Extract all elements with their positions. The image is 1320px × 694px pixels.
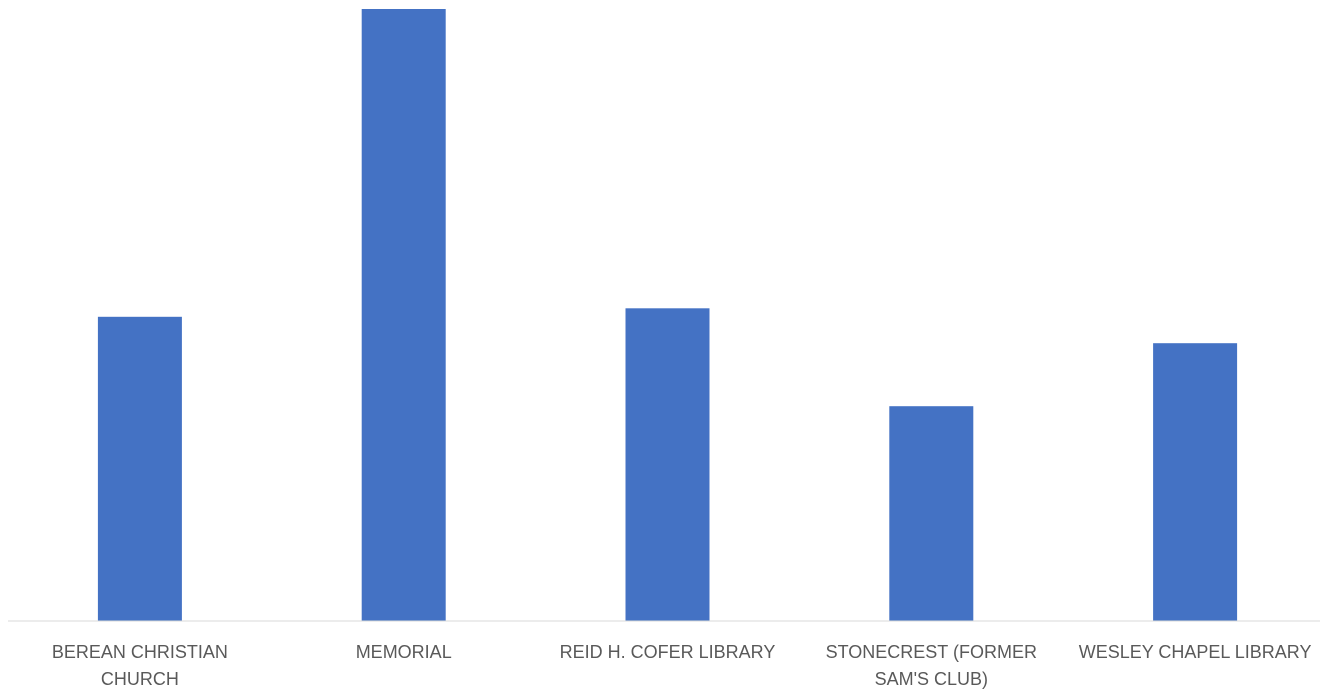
category-label-1: BEREAN CHRISTIAN CHURCH: [52, 642, 228, 689]
category-label-line: MEMORIAL: [356, 642, 452, 662]
category-label-4: STONECREST (FORMER SAM'S CLUB): [826, 642, 1037, 689]
bar-5: [1153, 343, 1238, 621]
category-label-2: MEMORIAL: [356, 642, 452, 662]
category-labels-group: BEREAN CHRISTIAN CHURCH MEMORIAL REID H. CO…: [52, 642, 1312, 689]
bar-2: [361, 9, 446, 621]
category-label-5: WESLEY CHAPEL LIBRARY: [1079, 642, 1312, 662]
bar-3: [625, 308, 710, 621]
category-label-line: STONECREST (FORMER: [826, 642, 1037, 662]
category-label-line: REID H. COFER LIBRARY: [560, 642, 776, 662]
bars-group: [97, 9, 1238, 621]
bar-4: [889, 406, 974, 621]
bar-1: [97, 316, 182, 621]
category-label-line: BEREAN CHRISTIAN: [52, 642, 228, 662]
category-label-line: SAM'S CLUB): [875, 669, 988, 689]
category-label-3: REID H. COFER LIBRARY: [560, 642, 776, 662]
category-label-line: CHURCH: [101, 669, 179, 689]
category-label-line: WESLEY CHAPEL LIBRARY: [1079, 642, 1312, 662]
